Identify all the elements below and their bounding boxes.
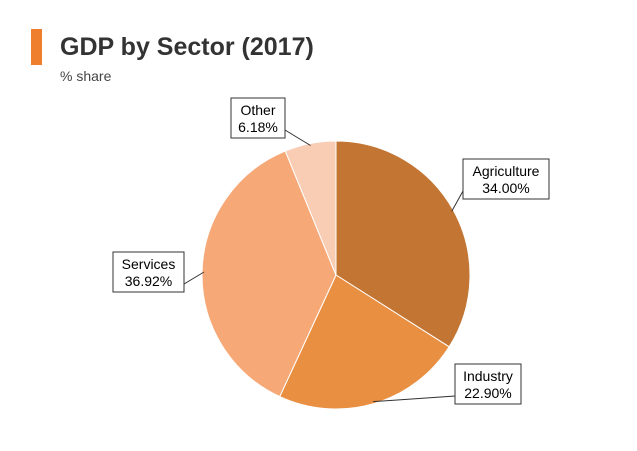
pie-slice-industry: [279, 274, 450, 410]
slice-name-industry: Industry: [463, 368, 513, 384]
label-box-services: [112, 251, 185, 293]
label-box-agriculture: [462, 158, 550, 200]
pie-slice-other: [284, 140, 337, 276]
chart-title: GDP by Sector (2017): [60, 33, 314, 61]
label-connector-agriculture: [451, 188, 464, 212]
slice-value-industry: 22.90%: [464, 385, 511, 401]
slice-name-other: Other: [240, 102, 275, 118]
slice-name-agriculture: Agriculture: [473, 163, 540, 179]
pie-slice-agriculture: [335, 140, 471, 348]
label-box-other: [230, 97, 286, 139]
title-accent-bar: [31, 29, 42, 65]
slice-value-agriculture: 34.00%: [482, 180, 529, 196]
slice-value-services: 36.92%: [125, 273, 172, 289]
label-box-industry: [454, 363, 522, 405]
chart-subtitle: % share: [60, 68, 112, 84]
pie-slices: [201, 140, 471, 410]
label-connector-other: [284, 127, 311, 146]
slice-value-other: 6.18%: [238, 119, 278, 135]
label-connector-services: [183, 271, 205, 285]
pie-slice-services: [201, 150, 337, 398]
slice-name-services: Services: [122, 256, 176, 272]
